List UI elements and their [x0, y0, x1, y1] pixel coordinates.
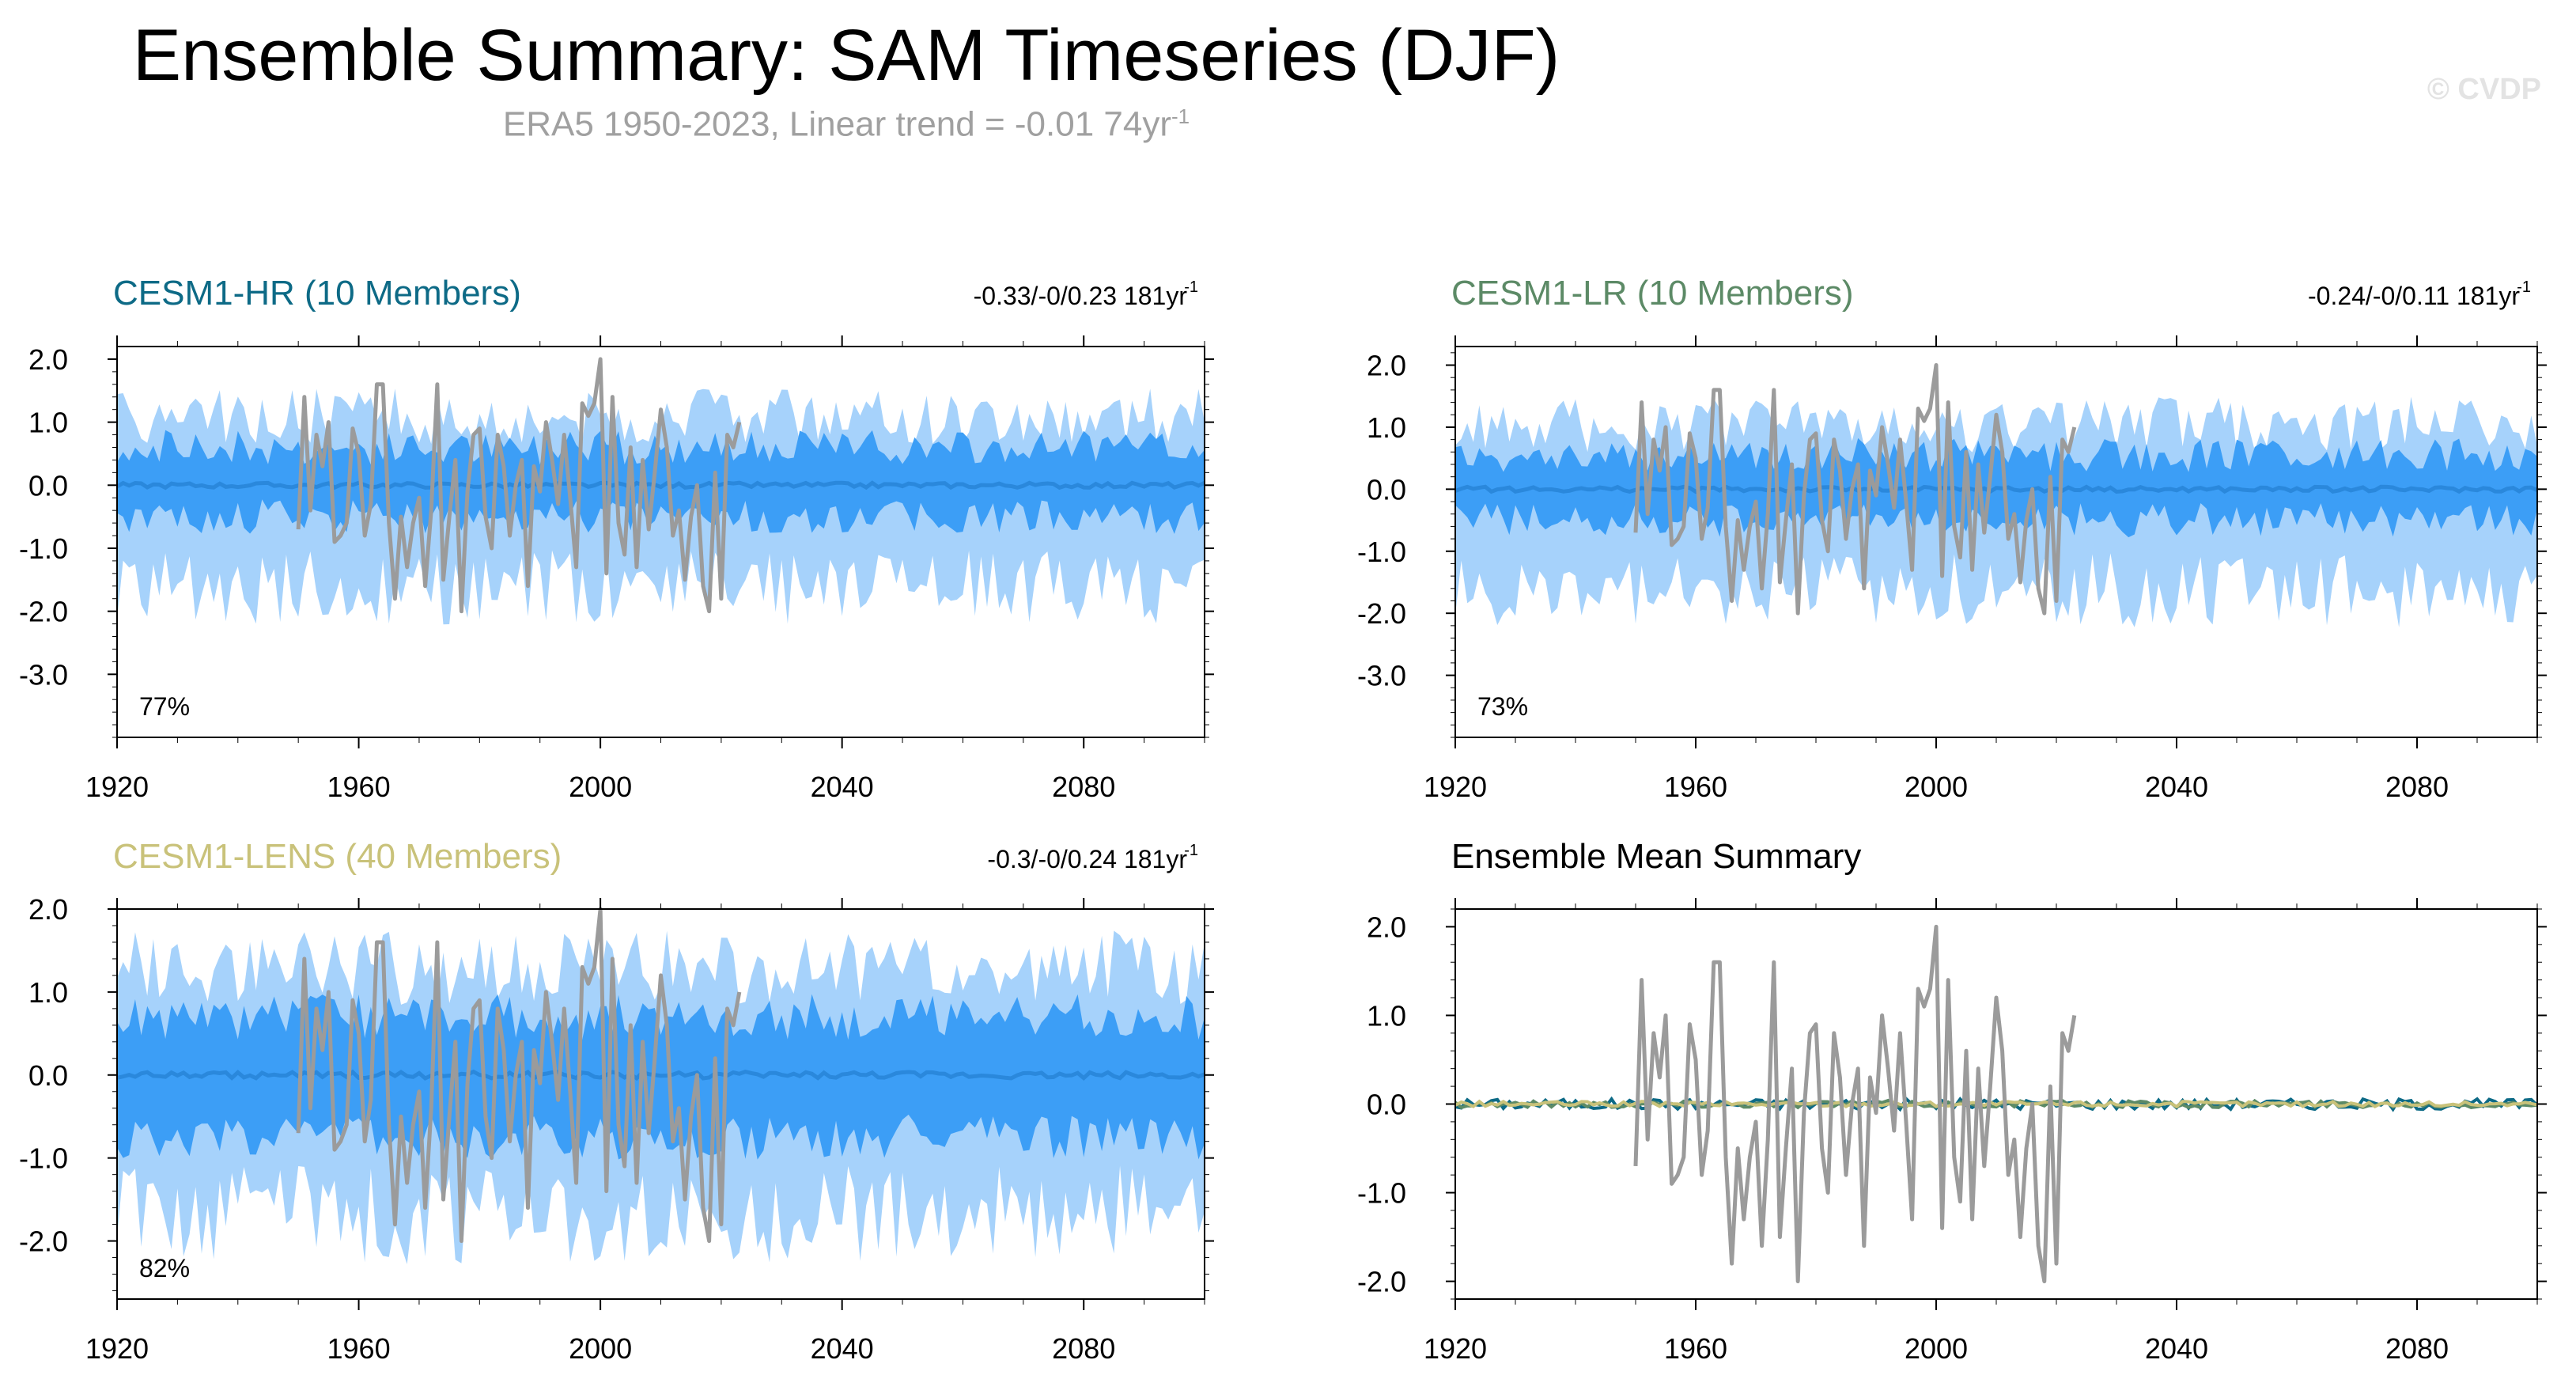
y-tick-label: 1.0	[28, 976, 68, 1009]
y-tick-label: -1.0	[19, 1142, 68, 1175]
panel-title: CESM1-HR (10 Members)	[113, 274, 521, 313]
y-tick-label: -3.0	[1357, 660, 1406, 692]
observations-line	[1633, 363, 2077, 616]
x-tick-label: 2080	[2385, 1332, 2449, 1365]
x-tick-label: 2000	[1905, 771, 1968, 803]
panel-lr: CESM1-LR (10 Members) -0.24/-0/0.11 181yr…	[1357, 274, 2547, 803]
x-tick-label: 1920	[85, 1332, 149, 1365]
panel-stats: -0.24/-0/0.11 181yr	[2308, 282, 2520, 310]
y-tick-label: 0.0	[1367, 473, 1406, 506]
y-tick-label: -2.0	[19, 596, 68, 628]
y-tick-label: -1.0	[19, 532, 68, 565]
figure-title: Ensemble Summary: SAM Timeseries (DJF)	[132, 15, 1560, 96]
panel-title: CESM1-LR (10 Members)	[1451, 274, 1854, 313]
x-tick-label: 2000	[569, 1332, 632, 1365]
y-tick-label: -1.0	[1357, 536, 1406, 568]
y-tick-label: 1.0	[28, 407, 68, 439]
y-tick-label: 2.0	[28, 343, 68, 376]
y-tick-label: -3.0	[19, 658, 68, 691]
panel-mean: Ensemble Mean Summary 2.0 1.0 0.0 -1.0 -2.0 19…	[1357, 837, 2547, 1365]
panel-lens: CESM1-LENS (40 Members) -0.3/-0/0.24 181y…	[19, 837, 1214, 1365]
panel-stats: -0.3/-0/0.24 181yr	[987, 845, 1187, 873]
y-tick-label: 0.0	[28, 469, 68, 502]
x-tick-label: 1960	[327, 771, 391, 803]
x-tick-label: 2040	[811, 1332, 874, 1365]
x-tick-label: 1960	[1664, 1332, 1727, 1365]
y-tick-label: -2.0	[1357, 597, 1406, 630]
observations-line	[296, 357, 742, 614]
panel-stats: -0.33/-0/0.23 181yr	[974, 282, 1188, 310]
subtitle-text: ERA5 1950-2023, Linear trend = -0.01 74y…	[502, 104, 1171, 144]
observations-line	[1633, 924, 2077, 1284]
watermark: © CVDP	[2427, 73, 2541, 106]
y-tick-label: 1.0	[1367, 999, 1406, 1032]
x-tick-label: 1960	[327, 1332, 391, 1365]
subtitle-superscript: -1	[1171, 104, 1190, 128]
x-tick-label: 2080	[1052, 771, 1115, 803]
panel-stats-sup: -1	[1184, 842, 1198, 859]
ensemble-mean-lens	[1454, 1099, 2538, 1109]
y-tick-label: 1.0	[1367, 411, 1406, 444]
x-tick-label: 2080	[2385, 771, 2449, 803]
x-tick-label: 2080	[1052, 1332, 1115, 1365]
x-tick-label: 1920	[85, 771, 149, 803]
percent-label: 73%	[1477, 692, 1528, 721]
y-tick-label: -2.0	[19, 1225, 68, 1258]
y-tick-label: 0.0	[1367, 1089, 1406, 1121]
x-tick-label: 2040	[2145, 1332, 2208, 1365]
panel-title: CESM1-LENS (40 Members)	[113, 837, 562, 876]
percent-label: 77%	[139, 692, 190, 721]
x-tick-label: 1920	[1424, 771, 1487, 803]
panel-stats-sup: -1	[1184, 278, 1198, 296]
x-tick-label: 2040	[2145, 771, 2208, 803]
y-tick-label: 2.0	[1367, 911, 1406, 943]
y-tick-label: 2.0	[28, 893, 68, 926]
x-tick-label: 1920	[1424, 1332, 1487, 1365]
x-tick-label: 2040	[811, 771, 874, 803]
panel-hr: CESM1-HR (10 Members) -0.33/-0/0.23 181yr…	[19, 274, 1214, 803]
y-tick-label: 2.0	[1367, 350, 1406, 382]
figure-subtitle: ERA5 1950-2023, Linear trend = -0.01 74y…	[0, 104, 1693, 145]
x-tick-label: 2000	[569, 771, 632, 803]
y-tick-label: -1.0	[1357, 1177, 1406, 1210]
y-tick-label: 0.0	[28, 1059, 68, 1092]
ensemble-mean-line	[115, 480, 1206, 491]
x-tick-label: 2000	[1905, 1332, 1968, 1365]
y-tick-label: -2.0	[1357, 1266, 1406, 1298]
panel-title: Ensemble Mean Summary	[1451, 837, 1861, 876]
observations-line	[296, 907, 742, 1244]
panel-stats-sup: -1	[2517, 278, 2531, 296]
percent-label: 82%	[139, 1254, 190, 1282]
x-tick-label: 1960	[1664, 771, 1727, 803]
